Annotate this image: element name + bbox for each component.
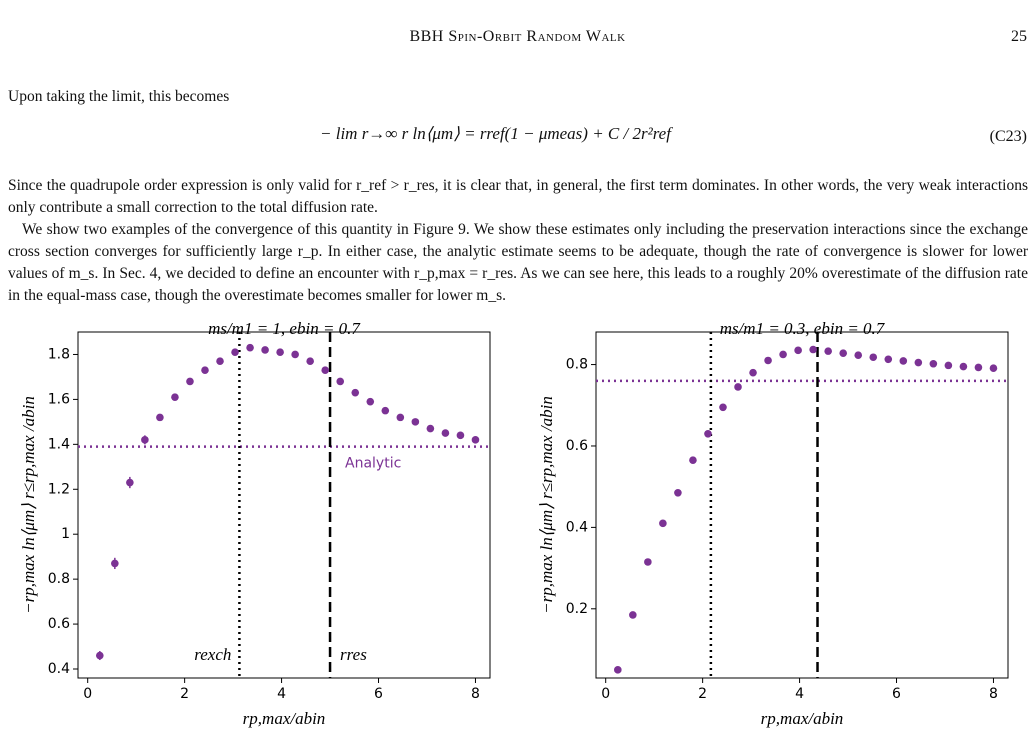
data-point xyxy=(914,358,923,367)
data-point xyxy=(321,366,330,374)
y-tick-label: 0.4 xyxy=(48,661,70,677)
data-point xyxy=(614,666,622,674)
y-tick-label: 0.2 xyxy=(566,601,588,617)
data-point xyxy=(989,364,998,373)
data-point xyxy=(216,357,224,366)
data-point xyxy=(674,488,682,497)
data-point xyxy=(734,383,742,391)
x-axis-label: rp,max/abin xyxy=(243,709,326,728)
data-point xyxy=(246,343,254,352)
data-point xyxy=(291,350,299,359)
data-point xyxy=(471,436,480,444)
x-tick-label: 0 xyxy=(601,686,610,702)
x-tick-label: 4 xyxy=(795,686,804,702)
data-point xyxy=(336,377,345,386)
x-tick-label: 6 xyxy=(374,686,383,702)
data-point xyxy=(366,397,375,406)
x-tick-label: 8 xyxy=(989,686,998,702)
data-point xyxy=(659,519,667,528)
running-header: BBH Spin-Orbit Random Walk xyxy=(409,28,626,45)
equation-number: (C23) xyxy=(989,128,1027,145)
data-point xyxy=(869,353,878,362)
x-tick-label: 4 xyxy=(277,686,286,702)
y-axis-label: −rp,max ln⟨μm⟩ r≤rp,max /abin xyxy=(537,396,556,614)
y-tick-label: 0.8 xyxy=(566,357,588,373)
x-tick-label: 6 xyxy=(892,686,901,702)
data-point xyxy=(126,478,134,487)
data-point xyxy=(974,363,983,372)
data-point xyxy=(396,413,405,422)
data-point xyxy=(381,406,390,415)
reference-label: rexch xyxy=(194,645,231,664)
data-point xyxy=(719,403,727,412)
data-point xyxy=(426,424,435,433)
data-point xyxy=(276,348,284,357)
reference-label: rres xyxy=(340,645,367,664)
x-tick-label: 8 xyxy=(471,686,480,702)
y-tick-label: 0.6 xyxy=(566,438,588,454)
x-tick-label: 0 xyxy=(83,686,92,702)
data-point xyxy=(111,559,119,568)
page-number: 25 xyxy=(1011,28,1027,45)
data-point xyxy=(779,350,787,359)
data-point xyxy=(456,431,465,440)
data-point xyxy=(944,361,953,370)
chart: ms/m1 = 1, ebin = 0.7 0 2 4 6 8 0.4 0.6 0.8 1 1.2 1… xyxy=(19,320,491,728)
data-point xyxy=(231,348,239,357)
data-point xyxy=(156,413,164,422)
data-point xyxy=(644,558,652,566)
data-point xyxy=(629,611,637,619)
plot-frame xyxy=(77,331,491,679)
data-point xyxy=(764,356,772,365)
y-tick-label: 1 xyxy=(61,526,70,542)
data-point xyxy=(899,357,908,365)
data-point xyxy=(186,377,194,386)
data-point xyxy=(959,362,968,371)
x-tick-label: 2 xyxy=(180,686,189,702)
data-point xyxy=(171,393,179,401)
data-point xyxy=(441,429,450,437)
y-tick-label: 1.4 xyxy=(48,436,70,452)
data-point xyxy=(809,345,817,354)
data-point xyxy=(141,436,149,444)
data-point xyxy=(884,355,893,364)
x-axis-label: rp,max/abin xyxy=(761,709,844,728)
y-axis-label: −rp,max ln⟨μm⟩ r≤rp,max /abin xyxy=(19,396,38,614)
chart-title: ms/m1 = 0.3, ebin = 0.7 xyxy=(720,320,886,338)
data-point xyxy=(704,429,712,438)
data-point xyxy=(201,366,209,374)
paragraph: Since the quadrupole order expression is… xyxy=(8,177,1028,216)
plot-frame xyxy=(595,331,1009,679)
chart: ms/m1 = 0.3, ebin = 0.7 0 2 4 6 8 0.2 0.4 0.6 0.8… xyxy=(537,320,1009,728)
data-point xyxy=(306,357,314,366)
data-point xyxy=(261,346,269,354)
equation: − lim r→∞ r ln⟨μm⟩ = rref(1 − μmeas) + C… xyxy=(320,124,671,143)
analytic-label: Analytic xyxy=(345,456,401,472)
y-tick-label: 0.6 xyxy=(48,616,70,632)
data-point xyxy=(854,351,863,360)
data-point xyxy=(824,347,832,355)
data-point xyxy=(839,349,847,357)
y-tick-label: 0.8 xyxy=(48,571,70,587)
data-point xyxy=(794,346,802,355)
paragraph: Upon taking the limit, this becomes xyxy=(8,88,230,105)
y-tick-label: 1.6 xyxy=(48,391,70,407)
chart-title: ms/m1 = 1, ebin = 0.7 xyxy=(208,320,361,338)
data-point xyxy=(689,456,697,465)
paragraph: We show two examples of the convergence … xyxy=(8,221,1028,304)
y-tick-label: 0.4 xyxy=(566,519,588,535)
y-tick-label: 1.2 xyxy=(48,481,70,497)
data-point xyxy=(929,359,938,368)
y-tick-label: 1.8 xyxy=(48,346,70,362)
data-point xyxy=(351,388,360,397)
x-tick-label: 2 xyxy=(698,686,707,702)
data-point xyxy=(749,368,757,377)
data-point xyxy=(411,418,420,426)
data-point xyxy=(96,651,104,660)
